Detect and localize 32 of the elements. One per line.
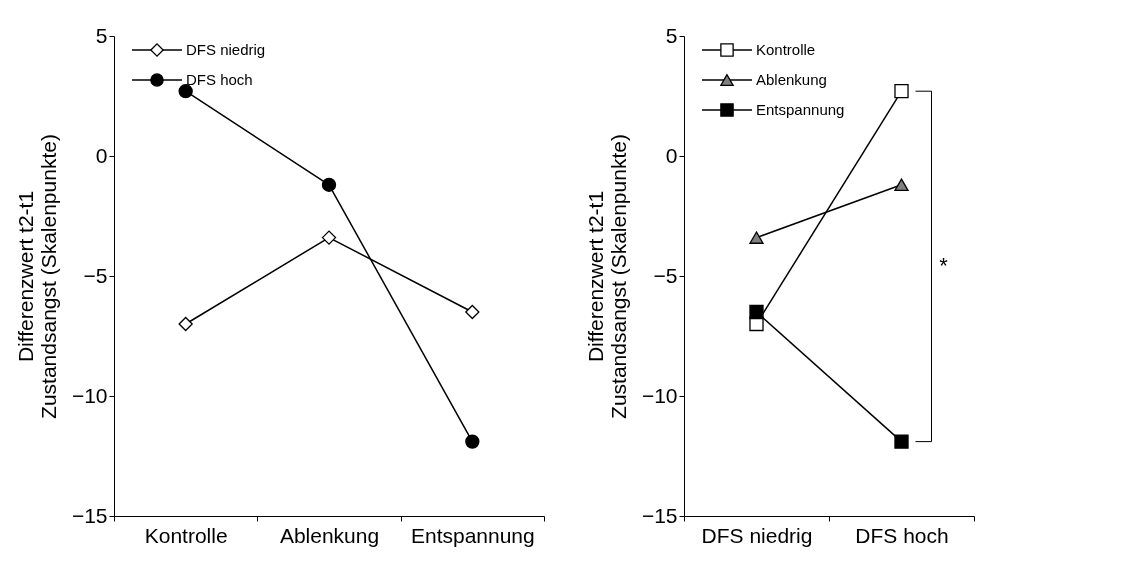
x-tick-label: Ablenkung	[279, 523, 380, 547]
point	[465, 434, 480, 449]
x-tick-label: DFS niedrig	[701, 523, 813, 547]
y-tick-label: −5	[83, 263, 108, 287]
y-tick-label: −15	[71, 503, 108, 527]
legend-label: Entspannung	[756, 101, 845, 118]
legend-label: Kontrolle	[756, 41, 816, 58]
y-tick-label: 5	[95, 23, 108, 47]
point	[894, 84, 909, 99]
point	[465, 304, 480, 320]
annotation: *	[939, 253, 949, 279]
y-tick-label: −10	[71, 383, 108, 407]
y-tick-label: −15	[641, 503, 678, 527]
point	[178, 316, 193, 332]
y-tick-label: 0	[95, 143, 108, 167]
x-tick-label: Entspannung	[410, 523, 535, 547]
y-axis-title: Differenzwert t2-t1 Zustandsangst (Skalenpunkte)	[583, 134, 630, 419]
point	[321, 230, 337, 245]
y-tick-label: −10	[641, 383, 678, 407]
point	[321, 177, 337, 192]
x-tick-label: Kontrolle	[144, 523, 228, 547]
point	[749, 304, 764, 320]
y-axis-title: Differenzwert t2-t1 Zustandsangst (Skalenpunkte)	[13, 134, 60, 419]
legend-label: DFS niedrig	[186, 41, 266, 58]
point	[894, 434, 909, 449]
legend-label: Ablenkung	[756, 71, 827, 88]
legend-label: DFS hoch	[186, 71, 253, 88]
y-tick-label: 5	[665, 23, 678, 47]
y-tick-label: −5	[653, 263, 678, 287]
x-tick-label: DFS hoch	[855, 523, 949, 547]
point	[178, 84, 193, 99]
y-tick-label: 0	[665, 143, 678, 167]
